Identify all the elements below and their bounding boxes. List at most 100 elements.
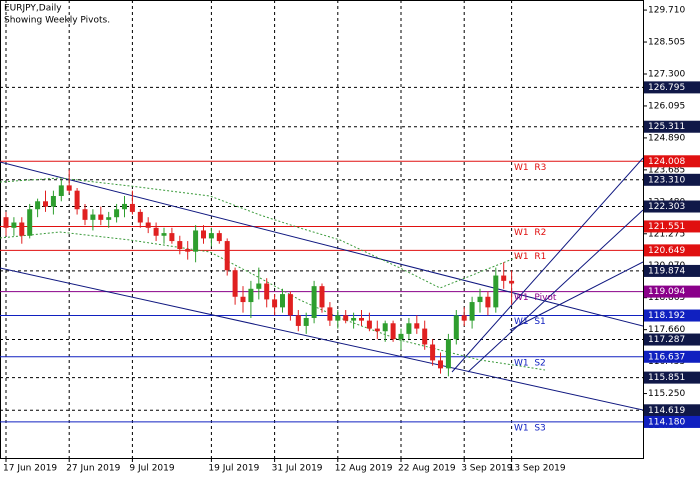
- candle-body: [129, 203, 135, 212]
- candle-body: [390, 323, 396, 340]
- candle-body: [82, 209, 88, 220]
- candle-body: [153, 227, 159, 236]
- candle-body: [477, 296, 483, 303]
- x-tick-label: 13 Sep 2019: [509, 464, 566, 474]
- candle-body: [66, 185, 72, 191]
- candle-body: [137, 211, 143, 223]
- candle-body: [406, 323, 412, 334]
- pivot-box: [644, 415, 700, 428]
- level-box: [644, 333, 700, 346]
- pivot-box: [644, 285, 700, 298]
- pivot-label: 114.180: [648, 417, 685, 427]
- x-tick-label: 19 Jul 2019: [208, 464, 259, 474]
- pivot-name: W1 S2: [514, 358, 546, 368]
- level-box: [644, 81, 700, 94]
- pivot-label: 120.649: [648, 246, 685, 256]
- level-box: [644, 120, 700, 133]
- pivot-name: W1 S3: [514, 423, 546, 433]
- candle-body: [193, 230, 199, 252]
- candle-body: [177, 241, 183, 250]
- candle-body: [106, 217, 112, 220]
- pivot-name: W1 R2: [514, 228, 546, 238]
- candle-body: [335, 315, 341, 321]
- pivot-label: 121.551: [648, 222, 685, 232]
- candle-body: [509, 280, 515, 284]
- level-label: 115.851: [648, 373, 685, 383]
- candle-body: [122, 203, 127, 210]
- candle-body: [240, 296, 246, 303]
- pivot-box: [644, 309, 700, 322]
- candle-body: [201, 230, 206, 239]
- level-label: 122.303: [648, 202, 685, 212]
- candle-body: [256, 283, 262, 289]
- pivot-box: [644, 220, 700, 233]
- y-tick-label: 127.300: [648, 69, 685, 79]
- candle-body: [319, 286, 325, 308]
- x-tick-label: 31 Jul 2019: [272, 464, 323, 474]
- pivot-label: 119.094: [648, 287, 685, 297]
- x-tick-label: 17 Jun 2019: [3, 464, 57, 474]
- x-tick-label: 3 Sep 2019: [461, 464, 513, 474]
- pivot-label: 116.637: [648, 352, 685, 362]
- trend-line: [451, 157, 644, 373]
- y-tick-label: 117.660: [648, 325, 685, 335]
- x-tick-label: 12 Aug 2019: [335, 464, 393, 474]
- candle-body: [414, 323, 420, 329]
- level-box: [644, 200, 700, 213]
- trend-line: [0, 267, 644, 411]
- candle-body: [35, 201, 41, 210]
- y-tick-label: 129.710: [648, 6, 685, 16]
- candle-body: [430, 344, 436, 361]
- candle-body: [374, 328, 380, 332]
- level-box: [644, 371, 700, 384]
- candle-body: [485, 296, 491, 308]
- candle-body: [161, 233, 167, 236]
- candle-body: [224, 241, 230, 271]
- pivot-box: [644, 155, 700, 168]
- chart-title: EURJPY,Daily: [4, 4, 62, 14]
- candle-body: [58, 185, 64, 196]
- candle-body: [216, 233, 222, 242]
- level-label: 114.619: [648, 406, 685, 416]
- candle-body: [232, 270, 238, 297]
- candle-body: [493, 275, 499, 308]
- level-label: 119.874: [648, 266, 685, 276]
- candle-body: [27, 209, 33, 236]
- pivot-name: W1 R3: [514, 163, 546, 173]
- candle-body: [295, 315, 301, 326]
- candle-body: [343, 315, 349, 321]
- plot-frame: [0, 0, 644, 459]
- candle-body: [287, 294, 293, 316]
- candle-body: [248, 288, 254, 303]
- candle-body: [19, 222, 25, 236]
- level-box: [644, 173, 700, 186]
- candle-body: [382, 323, 388, 332]
- pivot-name: W1 Pivot: [514, 293, 557, 303]
- pivot-name: W1 R1: [514, 252, 546, 262]
- candle-body: [3, 217, 9, 228]
- candle-body: [169, 233, 175, 242]
- y-tick-label: 118.865: [648, 293, 685, 303]
- candle-body: [280, 294, 285, 308]
- candle-body: [145, 222, 151, 228]
- candle-body: [185, 249, 191, 252]
- y-tick-label: 128.505: [648, 38, 685, 48]
- candle-body: [303, 317, 309, 326]
- candle-body: [453, 315, 459, 340]
- candle-body: [469, 302, 475, 321]
- candle-body: [90, 214, 96, 220]
- candle-body: [422, 328, 428, 345]
- pivot-label: 124.008: [648, 157, 685, 167]
- level-label: 123.310: [648, 175, 685, 185]
- y-tick-label: 121.275: [648, 229, 685, 239]
- candle-body: [114, 209, 120, 218]
- trend-line: [0, 161, 644, 327]
- x-tick-label: 22 Aug 2019: [398, 464, 456, 474]
- level-label: 117.287: [648, 335, 685, 345]
- candle-body: [501, 275, 507, 281]
- candle-body: [461, 315, 467, 321]
- trend-line: [467, 209, 644, 373]
- candle-body: [445, 339, 451, 369]
- candle-body: [264, 283, 270, 300]
